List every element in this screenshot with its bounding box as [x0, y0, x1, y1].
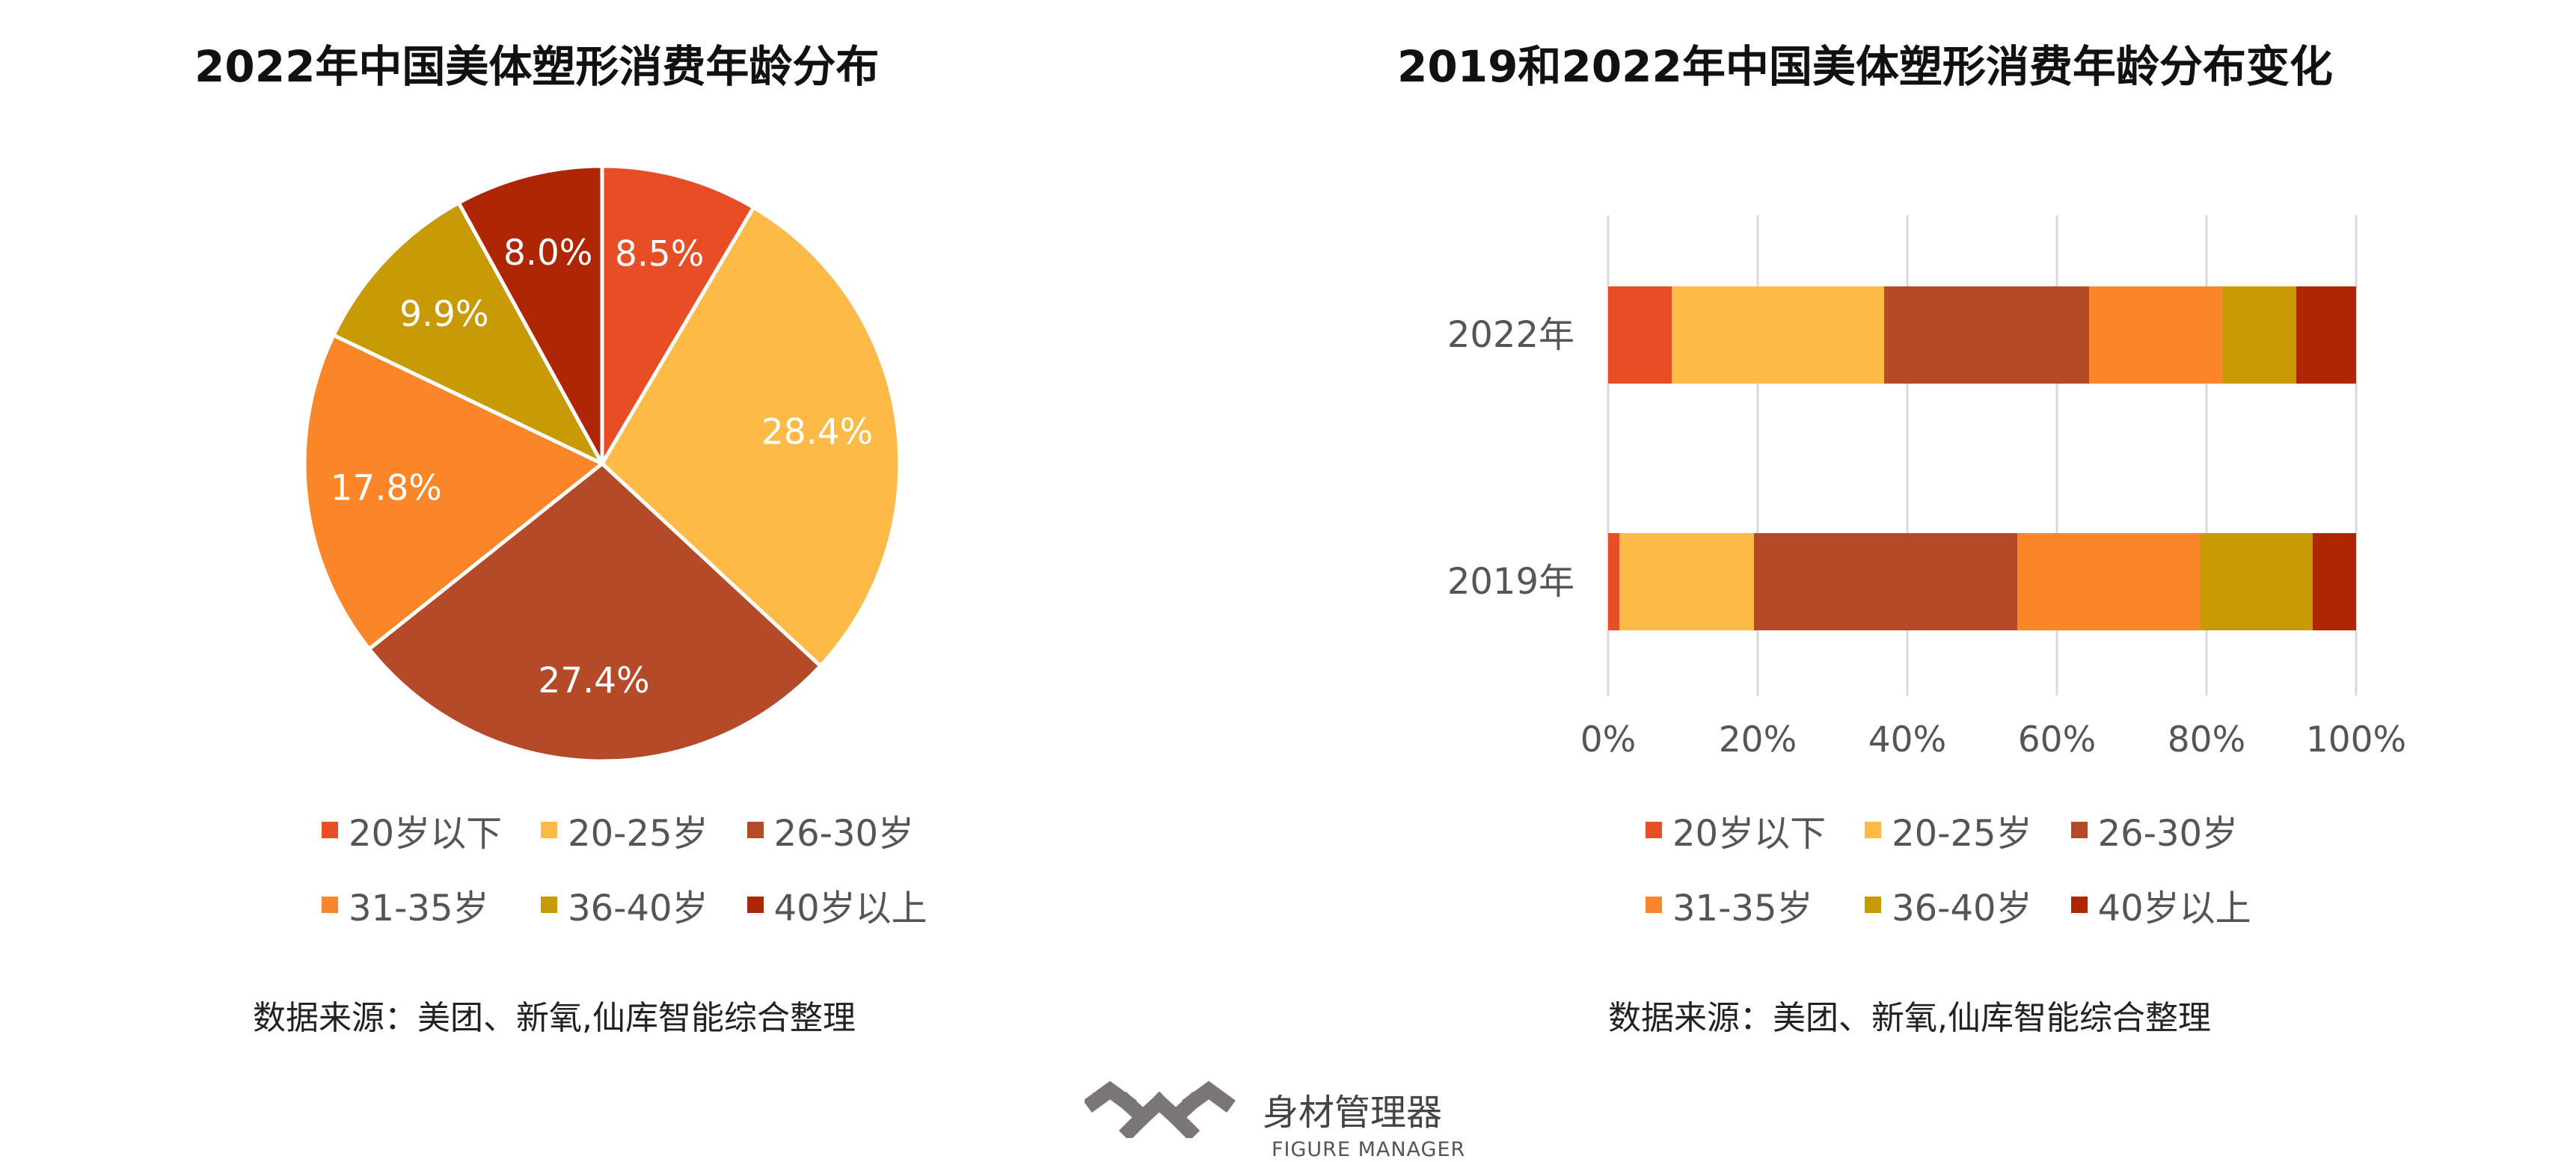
- legend-label: 20-25岁: [1892, 813, 2032, 855]
- stacked-bar-chart: 0% 20% 40% 60% 80% 100% 2022年 2019年: [1447, 215, 2406, 760]
- bar-segment: [2222, 286, 2296, 384]
- legend-item: 26-30岁: [746, 804, 927, 856]
- legend-label: 36-40岁: [568, 888, 708, 929]
- legend-label: 26-30岁: [773, 813, 915, 855]
- legend-swatch: [2070, 822, 2088, 838]
- pie-slice: [302, 332, 606, 652]
- legend-swatch: [746, 822, 764, 838]
- pie-slice-label: 8.0%: [503, 233, 592, 274]
- legend-label: 20岁以下: [1672, 813, 1827, 855]
- legend-item: 40岁以上: [746, 879, 927, 931]
- legend-swatch: [1646, 897, 1662, 913]
- legend-item: 20岁以下: [1646, 804, 1826, 856]
- pie-slice-label: 27.4%: [538, 660, 649, 701]
- bar-segment: [1619, 533, 1754, 630]
- bar-data-source: 数据来源：美团、新氧,仙库智能综合整理: [1608, 999, 2211, 1037]
- legend-item: 20-25岁: [1865, 804, 2032, 856]
- legend-label: 26-30岁: [2097, 813, 2239, 855]
- legend-swatch: [2070, 897, 2088, 913]
- legend-label: 40岁以上: [2097, 888, 2251, 929]
- pie-slice: [331, 200, 607, 468]
- legend-swatch: [1865, 897, 1882, 913]
- legend-item: 40岁以上: [2070, 879, 2251, 931]
- brand-name-chinese: 身材管理器: [1263, 1092, 1443, 1134]
- pie-slice: [456, 164, 604, 465]
- pie-slice-label: 17.8%: [331, 467, 442, 508]
- x-tick-label: 100%: [2306, 719, 2406, 760]
- legend-item: 26-30岁: [2070, 804, 2251, 856]
- bar-segment: [2089, 286, 2222, 384]
- legend-item: 36-40岁: [1865, 879, 2032, 931]
- bar-segment: [1608, 533, 1619, 630]
- bar-chart-title: 2019和2022年中国美体塑形消费年龄分布变化: [1397, 41, 2333, 92]
- x-tick-label: 40%: [1868, 719, 1946, 760]
- pie-slice: [600, 164, 757, 471]
- legend-swatch: [322, 897, 338, 913]
- x-tick-label: 20%: [1719, 719, 1797, 760]
- legend-label: 36-40岁: [1892, 888, 2032, 929]
- legend-item: 31-35岁: [1646, 879, 1826, 931]
- pie-data-source: 数据来源：美团、新氧,仙库智能综合整理: [253, 999, 856, 1037]
- bar-segment: [1884, 286, 2089, 384]
- bar-segment: [1608, 286, 1672, 384]
- legend-swatch: [1646, 822, 1662, 838]
- bar-segment: [2296, 286, 2356, 384]
- x-tick-label: 0%: [1580, 719, 1637, 760]
- y-category-label: 2022年: [1447, 314, 1574, 356]
- legend-label: 31-35岁: [1672, 888, 1813, 929]
- legend-label: 20岁以下: [349, 813, 503, 855]
- x-tick-label: 60%: [2018, 719, 2096, 760]
- pie-slice: [367, 461, 824, 763]
- pie-slice-label: 8.5%: [615, 233, 704, 274]
- pie-slice: [599, 204, 902, 669]
- pie-chart-title: 2022年中国美体塑形消费年龄分布: [194, 41, 880, 92]
- bar-segment: [1754, 533, 2017, 630]
- legend-label: 40岁以上: [773, 888, 927, 929]
- legend-item: 31-35岁: [322, 879, 502, 931]
- bar-segment: [2201, 533, 2313, 630]
- legend-item: 36-40岁: [541, 879, 708, 931]
- y-category-label: 2019年: [1447, 561, 1574, 603]
- bar-segment: [2017, 533, 2201, 630]
- legend-swatch: [322, 822, 338, 838]
- bar-legend: 20岁以下 20-25岁 26-30岁 31-35岁 36-40岁 40岁以上: [1646, 804, 2251, 931]
- figure-manager-logo-icon: [1085, 1080, 1236, 1138]
- bar-segment: [1672, 286, 1884, 384]
- legend-label: 20-25岁: [568, 813, 708, 855]
- legend-swatch: [541, 897, 558, 913]
- legend-item: 20岁以下: [322, 804, 502, 856]
- pie-slice-label: 28.4%: [761, 412, 873, 453]
- legend-swatch: [541, 822, 558, 838]
- legend-item: 20-25岁: [541, 804, 708, 856]
- legend-swatch: [1865, 822, 1882, 838]
- brand-name-english: FIGURE MANAGER: [1272, 1138, 1466, 1161]
- x-tick-label: 80%: [2168, 719, 2245, 760]
- legend-swatch: [746, 897, 764, 913]
- bar-segment: [2313, 533, 2356, 630]
- pie-slice-label: 9.9%: [399, 294, 488, 335]
- pie-legend: 20岁以下 20-25岁 26-30岁 31-35岁 36-40岁 40岁以上: [322, 804, 927, 931]
- pie-chart: 8.5% 28.4% 27.4% 17.8% 9.9% 8.0%: [302, 164, 902, 763]
- legend-label: 31-35岁: [349, 888, 489, 929]
